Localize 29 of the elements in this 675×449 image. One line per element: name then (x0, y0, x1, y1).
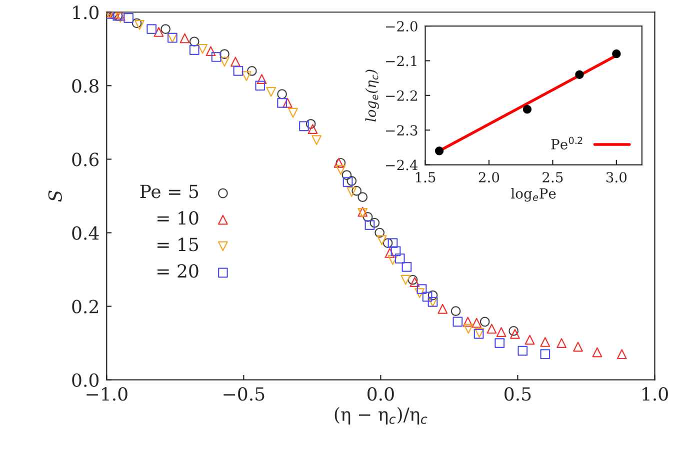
y-tick-label: 0.2 (72, 300, 98, 314)
legend-label: = 20 (158, 264, 198, 278)
y-tick-label: 1.0 (73, 6, 99, 20)
x-tick-label: −1.0 (86, 387, 128, 401)
x-tick-label: 0.5 (504, 387, 531, 401)
y-tick-label: −2.1 (386, 56, 416, 66)
legend-label: = 10 (158, 211, 198, 225)
y-tick-label: −2.2 (386, 90, 417, 101)
y-tick-label: −2.4 (386, 160, 418, 170)
y-tick-label: 0.4 (72, 226, 99, 240)
x-tick-label: 1.0 (642, 387, 668, 401)
x-axis-title: (η − η$_{c}$)/η$_{c}$ (334, 407, 428, 425)
x-tick-label: 1.5 (416, 172, 436, 182)
x-tick-label: 0.0 (368, 387, 394, 401)
y-axis-title: log$_{e}$(η$_{c}$) (365, 70, 379, 122)
legend-label: Pe = 5 (140, 184, 198, 198)
x-tick-label: 2.0 (478, 172, 500, 182)
y-tick-label: 0.0 (72, 373, 99, 387)
legend-label: Pe$^{0.2}$ (551, 136, 582, 150)
x-tick-label: 3.0 (606, 172, 627, 182)
y-tick-label: −2.3 (386, 125, 418, 136)
legend-label: = 15 (158, 238, 198, 252)
y-tick-label: 0.8 (72, 79, 98, 93)
y-axis-title: S (48, 190, 62, 202)
y-tick-label: 0.6 (72, 152, 99, 166)
x-tick-label: −0.5 (224, 387, 264, 401)
x-tick-label: 2.5 (542, 172, 563, 182)
y-tick-label: −2.0 (386, 21, 418, 32)
x-axis-title: log$_{e}$Pe (511, 188, 556, 202)
